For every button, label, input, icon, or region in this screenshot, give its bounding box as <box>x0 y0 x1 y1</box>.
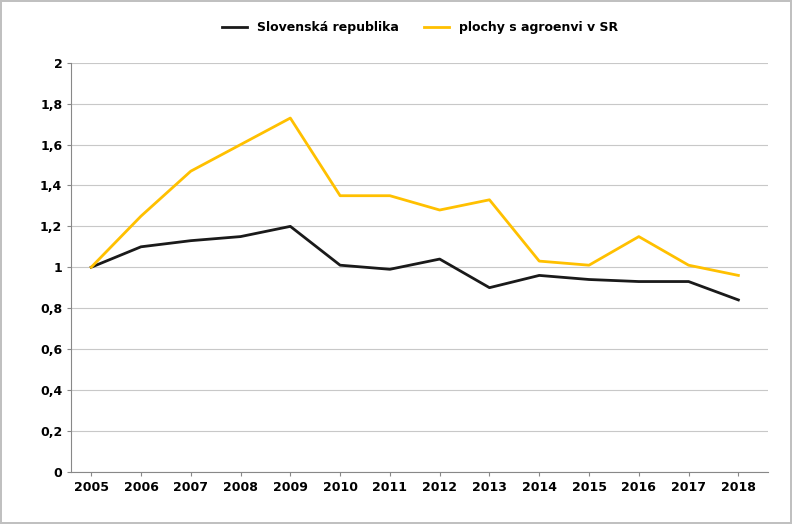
Slovenská republika <box>535 272 544 279</box>
plochy s agroenvi v SR <box>683 262 693 268</box>
plochy s agroenvi v SR <box>535 258 544 264</box>
Legend: Slovenská republika, plochy s agroenvi v SR: Slovenská republika, plochy s agroenvi v… <box>217 16 623 39</box>
Slovenská republika <box>683 278 693 285</box>
Slovenská republika <box>86 264 96 270</box>
Line: Slovenská republika: Slovenská republika <box>91 226 738 300</box>
Slovenská republika <box>186 237 196 244</box>
Slovenská republika <box>733 297 743 303</box>
Slovenská republika <box>634 278 644 285</box>
plochy s agroenvi v SR <box>435 207 444 213</box>
Slovenská republika <box>435 256 444 262</box>
plochy s agroenvi v SR <box>335 193 345 199</box>
Line: plochy s agroenvi v SR: plochy s agroenvi v SR <box>91 118 738 276</box>
Slovenská republika <box>485 285 494 291</box>
plochy s agroenvi v SR <box>733 272 743 279</box>
plochy s agroenvi v SR <box>485 196 494 203</box>
Slovenská republika <box>236 234 246 240</box>
plochy s agroenvi v SR <box>385 193 394 199</box>
plochy s agroenvi v SR <box>286 115 295 121</box>
plochy s agroenvi v SR <box>584 262 594 268</box>
Slovenská republika <box>136 244 146 250</box>
Slovenská republika <box>584 276 594 282</box>
plochy s agroenvi v SR <box>186 168 196 174</box>
Slovenská republika <box>385 266 394 272</box>
plochy s agroenvi v SR <box>236 141 246 148</box>
Slovenská republika <box>335 262 345 268</box>
plochy s agroenvi v SR <box>86 264 96 270</box>
plochy s agroenvi v SR <box>634 234 644 240</box>
plochy s agroenvi v SR <box>136 213 146 219</box>
Slovenská republika <box>286 223 295 230</box>
